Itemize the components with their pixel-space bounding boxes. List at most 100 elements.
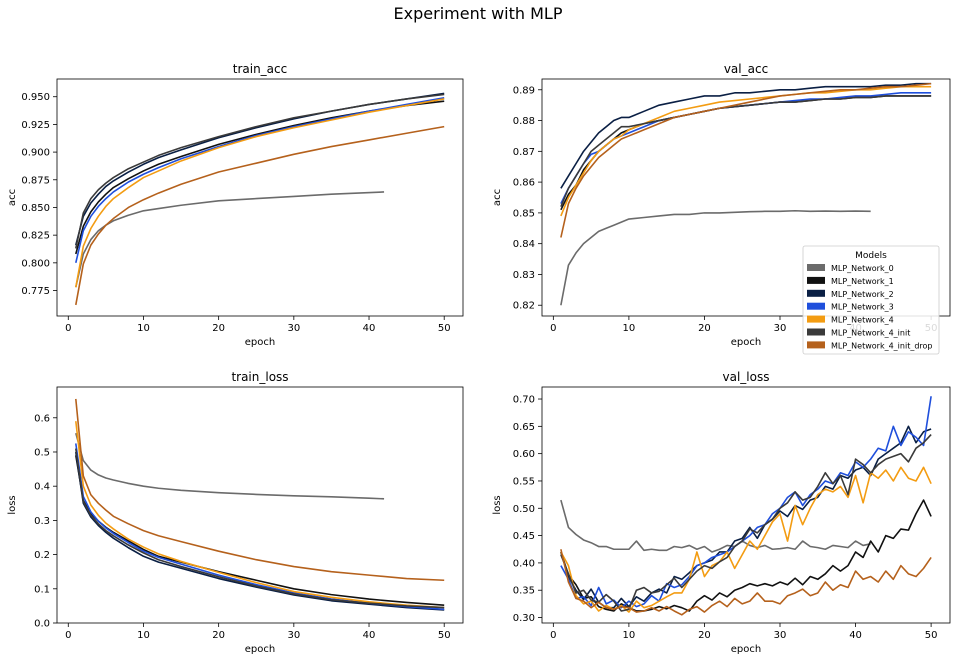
y-tick-label: 0.87 (513, 147, 535, 158)
axes-frame (56, 386, 464, 624)
x-tick-label: 20 (698, 630, 711, 641)
x-tick-label: 10 (137, 323, 150, 334)
subplot-train_loss: 0 10 20 30 40 50 0.0 0.1 0.2 0.3 0.4 0.5 0.6 train_lo… (7, 370, 464, 655)
legend-entry: MLP_Network_2 (831, 290, 894, 299)
x-tick-label: 40 (363, 323, 376, 334)
series-line-MLP_Network_3 (75, 443, 445, 611)
x-tick-label: 40 (363, 630, 376, 641)
series-line-MLP_Network_3 (75, 97, 445, 264)
y-tick-label: 0.82 (513, 301, 535, 312)
y-tick-label: 0.50 (513, 504, 535, 515)
y-tick-label: 0.60 (513, 449, 535, 460)
legend-entry: MLP_Network_3 (831, 303, 894, 312)
y-tick-label: 0.89 (513, 85, 535, 96)
x-tick-label: 30 (287, 323, 300, 334)
subplot-title: val_loss (723, 370, 770, 384)
x-tick-label: 10 (623, 630, 636, 641)
y-tick-label: 0.1 (34, 584, 50, 595)
x-tick-label: 0 (65, 630, 71, 641)
x-tick-label: 50 (438, 630, 451, 641)
y-tick-label: 0.83 (513, 270, 535, 281)
series-line-MLP_Network_4_init (75, 448, 445, 609)
legend-swatch (807, 341, 825, 349)
axes-frame (541, 78, 951, 317)
legend-title: Models (855, 251, 887, 261)
x-tick-label: 0 (550, 630, 556, 641)
x-tick-label: 30 (287, 630, 300, 641)
legend-swatch (807, 302, 825, 310)
series-line-MLP_Network_4_init_drop (75, 125, 445, 306)
y-tick-label: 0.775 (21, 286, 50, 297)
y-tick-label: 0.3 (34, 516, 50, 527)
series-line-MLP_Network_4_init_drop (560, 549, 932, 616)
y-tick-label: 0.40 (513, 558, 535, 569)
x-axis-label: epoch (731, 644, 761, 655)
y-tick-label: 0.86 (513, 178, 535, 189)
y-axis-label: acc (492, 189, 503, 206)
y-tick-label: 0.70 (513, 395, 535, 406)
x-tick-label: 0 (65, 323, 71, 334)
legend-entry: MLP_Network_4_init (831, 329, 910, 338)
x-axis-label: epoch (245, 337, 275, 348)
y-tick-label: 0.875 (21, 175, 50, 186)
y-axis-label: loss (7, 495, 18, 514)
series-line-MLP_Network_4 (75, 421, 445, 609)
series-line-MLP_Network_4_init (560, 95, 932, 208)
legend-swatch (807, 315, 825, 323)
y-tick-label: 0.900 (21, 148, 50, 159)
series-line-MLP_Network_1 (75, 100, 445, 255)
series-line-MLP_Network_0 (560, 209, 871, 306)
legend-entry: MLP_Network_0 (831, 264, 894, 273)
subplot-title: val_acc (724, 62, 768, 76)
series-line-MLP_Network_2 (560, 425, 932, 609)
series-line-MLP_Network_4_init (560, 433, 932, 612)
y-tick-label: 0.65 (513, 422, 535, 433)
y-tick-label: 0.45 (513, 531, 535, 542)
y-tick-label: 0.0 (34, 619, 50, 630)
series-line-MLP_Network_4_init_drop (75, 398, 445, 582)
legend-swatch (807, 289, 825, 297)
y-tick-label: 0.4 (34, 482, 50, 493)
y-axis-label: loss (492, 495, 503, 514)
x-tick-label: 20 (212, 323, 225, 334)
axes-frame (541, 386, 951, 624)
series-line-MLP_Network_1 (560, 95, 932, 211)
y-axis-label: acc (7, 189, 18, 206)
series-line-MLP_Network_3 (560, 396, 932, 609)
series-line-MLP_Network_4_init (75, 93, 445, 249)
series-line-MLP_Network_1 (560, 499, 932, 612)
figure-title: Experiment with MLP (393, 4, 563, 23)
y-tick-label: 0.2 (34, 550, 50, 561)
y-tick-label: 0.88 (513, 116, 535, 127)
series-line-MLP_Network_4 (75, 98, 445, 288)
series-line-MLP_Network_0 (560, 499, 871, 553)
series-line-MLP_Network_4 (560, 466, 932, 613)
legend-entry: MLP_Network_1 (831, 277, 894, 286)
x-tick-label: 10 (623, 323, 636, 334)
x-tick-label: 30 (774, 323, 787, 334)
series-line-MLP_Network_4_init_drop (560, 82, 932, 238)
y-tick-label: 0.825 (21, 231, 50, 242)
subplot-title: train_acc (233, 62, 287, 76)
legend: Models MLP_Network_0 MLP_Network_1 MLP_Netw… (802, 245, 940, 355)
x-tick-label: 20 (698, 323, 711, 334)
series-line-MLP_Network_0 (75, 432, 385, 500)
x-tick-label: 50 (925, 630, 938, 641)
subplot-train_acc: 0 10 20 30 40 50 0.775 0.800 0.825 0.850 0.875 0.90… (7, 62, 464, 348)
axes-frame (56, 78, 464, 317)
legend-box (802, 245, 940, 355)
y-tick-label: 0.84 (513, 239, 535, 250)
y-tick-label: 0.30 (513, 613, 535, 624)
series-line-MLP_Network_2 (75, 92, 445, 246)
legend-swatch (807, 264, 825, 271)
y-tick-label: 0.85 (513, 208, 535, 219)
x-tick-label: 0 (550, 323, 556, 334)
y-tick-label: 0.800 (21, 258, 50, 269)
legend-swatch (807, 328, 825, 336)
y-tick-label: 0.850 (21, 203, 50, 214)
y-tick-label: 0.35 (513, 586, 535, 597)
series-line-MLP_Network_0 (75, 191, 385, 288)
subplot-title: train_loss (231, 370, 288, 384)
legend-entry: MLP_Network_4 (831, 316, 894, 325)
